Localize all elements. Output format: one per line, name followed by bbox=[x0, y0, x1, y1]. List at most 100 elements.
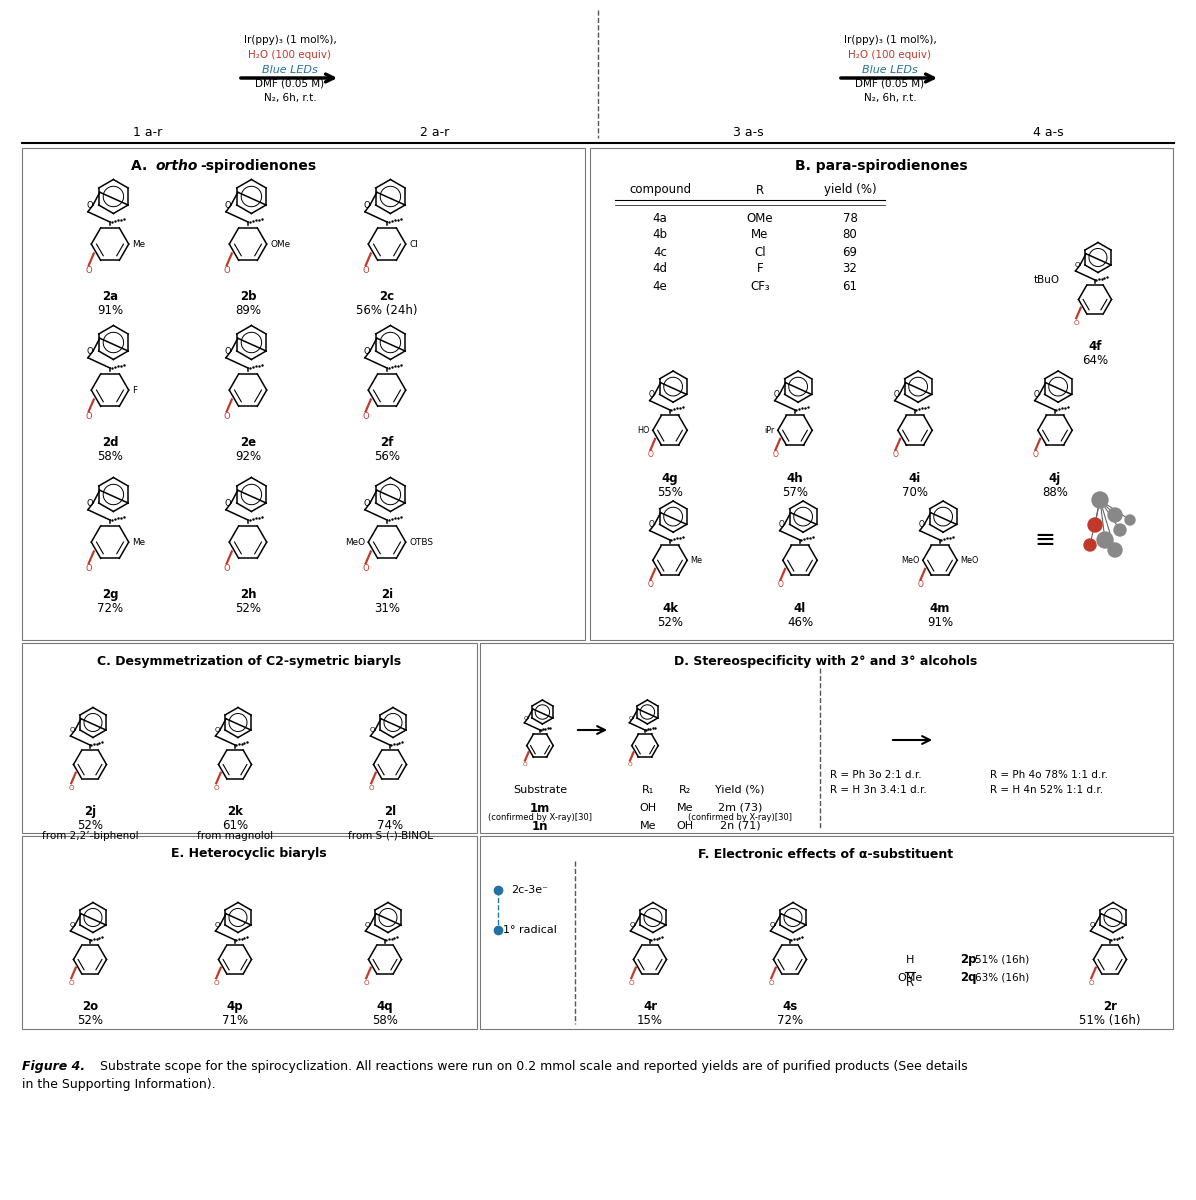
Text: O: O bbox=[769, 922, 775, 928]
Text: 2e: 2e bbox=[240, 436, 256, 449]
Text: 32: 32 bbox=[842, 263, 858, 276]
Text: 4g: 4g bbox=[661, 473, 678, 485]
Text: O: O bbox=[69, 727, 75, 733]
Text: 52%: 52% bbox=[77, 1014, 103, 1027]
Text: 70%: 70% bbox=[902, 486, 928, 499]
Text: O: O bbox=[1074, 262, 1080, 268]
Text: 4d: 4d bbox=[653, 263, 667, 276]
Text: O: O bbox=[362, 412, 370, 421]
Text: O: O bbox=[224, 412, 230, 421]
Bar bbox=[22, 643, 477, 833]
Text: 2r: 2r bbox=[1103, 1000, 1117, 1013]
Text: R₂: R₂ bbox=[679, 785, 691, 794]
Text: O: O bbox=[648, 390, 654, 398]
Text: 51% (16h): 51% (16h) bbox=[975, 955, 1030, 965]
Text: 46%: 46% bbox=[787, 617, 813, 629]
Circle shape bbox=[1088, 518, 1102, 532]
Text: Blue LEDs: Blue LEDs bbox=[862, 65, 917, 74]
Text: O: O bbox=[523, 762, 527, 767]
Text: (confirmed by X-ray)[30]: (confirmed by X-ray)[30] bbox=[688, 814, 792, 822]
Text: Me: Me bbox=[132, 538, 145, 547]
Text: O: O bbox=[364, 200, 370, 210]
Circle shape bbox=[1125, 515, 1135, 526]
Text: O: O bbox=[779, 520, 785, 529]
Text: Ir(ppy)₃ (1 mol%),: Ir(ppy)₃ (1 mol%), bbox=[843, 35, 936, 44]
Text: E. Heterocyclic biaryls: E. Heterocyclic biaryls bbox=[171, 847, 327, 860]
Text: O: O bbox=[225, 347, 231, 355]
Text: MeO: MeO bbox=[960, 556, 978, 565]
Text: O: O bbox=[647, 450, 653, 458]
Text: H₂O (100 equiv): H₂O (100 equiv) bbox=[249, 50, 331, 60]
Text: 2d: 2d bbox=[102, 436, 118, 449]
Text: O: O bbox=[1088, 979, 1094, 985]
Text: Cl: Cl bbox=[409, 240, 417, 248]
Text: 2m (73): 2m (73) bbox=[718, 803, 762, 814]
Text: OTBS: OTBS bbox=[409, 538, 433, 547]
Circle shape bbox=[1107, 542, 1122, 557]
Text: O: O bbox=[86, 498, 93, 508]
Text: 4a: 4a bbox=[653, 211, 667, 224]
Text: D. Stereospecificity with 2° and 3° alcohols: D. Stereospecificity with 2° and 3° alco… bbox=[675, 654, 977, 667]
Text: O: O bbox=[213, 979, 219, 985]
Text: 52%: 52% bbox=[657, 617, 683, 629]
Circle shape bbox=[1097, 532, 1113, 548]
Text: O: O bbox=[86, 200, 93, 210]
Text: Blue LEDs: Blue LEDs bbox=[262, 65, 318, 74]
Text: O: O bbox=[85, 412, 92, 421]
Text: OH: OH bbox=[677, 821, 694, 830]
Text: 56% (24h): 56% (24h) bbox=[356, 304, 417, 317]
Text: 1 a-r: 1 a-r bbox=[134, 126, 163, 138]
Text: 92%: 92% bbox=[234, 450, 261, 463]
Text: 4 a-s: 4 a-s bbox=[1032, 126, 1063, 138]
Text: 4f: 4f bbox=[1088, 340, 1102, 353]
Text: 2q: 2q bbox=[960, 972, 976, 984]
Text: Cl: Cl bbox=[755, 246, 765, 258]
Text: 3 a-s: 3 a-s bbox=[733, 126, 763, 138]
Text: from 2,2’-biphenol: from 2,2’-biphenol bbox=[42, 830, 139, 841]
Text: 4j: 4j bbox=[1049, 473, 1061, 485]
Circle shape bbox=[1084, 539, 1096, 551]
Text: 78: 78 bbox=[842, 211, 858, 224]
Text: O: O bbox=[68, 785, 74, 791]
Text: HO: HO bbox=[637, 426, 649, 434]
Text: O: O bbox=[214, 727, 220, 733]
Text: 91%: 91% bbox=[927, 617, 953, 629]
Bar bbox=[480, 643, 1173, 833]
Text: O: O bbox=[213, 785, 219, 791]
Text: O: O bbox=[365, 922, 370, 928]
Text: N₂, 6h, r.t.: N₂, 6h, r.t. bbox=[263, 92, 316, 103]
Text: DMF (0.05 M): DMF (0.05 M) bbox=[256, 79, 324, 89]
Text: O: O bbox=[628, 762, 633, 767]
Text: F. Electronic effects of α-substituent: F. Electronic effects of α-substituent bbox=[698, 847, 953, 860]
Text: O: O bbox=[628, 979, 634, 985]
Text: O: O bbox=[224, 564, 230, 572]
Text: Me: Me bbox=[677, 803, 694, 814]
Text: iPr: iPr bbox=[764, 426, 775, 434]
Text: O: O bbox=[225, 498, 231, 508]
Text: 4q: 4q bbox=[377, 1000, 393, 1013]
Text: 4s: 4s bbox=[782, 1000, 798, 1013]
Bar bbox=[22, 148, 585, 640]
Text: Me: Me bbox=[640, 821, 657, 830]
Text: Substrate: Substrate bbox=[513, 785, 567, 794]
Text: ortho: ortho bbox=[155, 158, 197, 173]
Text: O: O bbox=[773, 450, 779, 458]
Text: O: O bbox=[368, 785, 374, 791]
Text: 4l: 4l bbox=[794, 602, 806, 616]
Text: Figure 4.: Figure 4. bbox=[22, 1060, 85, 1073]
Text: 2b: 2b bbox=[239, 290, 256, 302]
Text: O: O bbox=[225, 200, 231, 210]
Text: O: O bbox=[364, 498, 370, 508]
Text: 4c: 4c bbox=[653, 246, 667, 258]
Text: 2a: 2a bbox=[102, 290, 118, 302]
Text: DMF (0.05 M): DMF (0.05 M) bbox=[855, 79, 925, 89]
Text: O: O bbox=[768, 979, 774, 985]
Text: OMe: OMe bbox=[897, 973, 922, 983]
Text: O: O bbox=[1073, 319, 1079, 325]
Text: in the Supporting Information).: in the Supporting Information). bbox=[22, 1078, 215, 1091]
Text: O: O bbox=[1090, 922, 1094, 928]
Text: R = H 4n 52% 1:1 d.r.: R = H 4n 52% 1:1 d.r. bbox=[990, 785, 1103, 794]
Text: 64%: 64% bbox=[1082, 354, 1107, 367]
Text: H₂O (100 equiv): H₂O (100 equiv) bbox=[848, 50, 932, 60]
Text: 4i: 4i bbox=[909, 473, 921, 485]
